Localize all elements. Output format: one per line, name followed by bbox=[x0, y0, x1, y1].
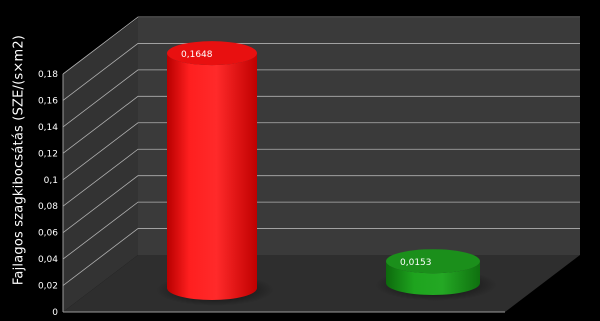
gridline bbox=[62, 122, 580, 181]
gridline bbox=[62, 148, 580, 207]
y-tick-label: 0,12 bbox=[38, 149, 58, 159]
bar-top bbox=[386, 249, 480, 274]
y-tick-label: 0,02 bbox=[38, 282, 58, 292]
y-axis-title: Fajlagos szagkibocsátás (SZE/(s×m2) bbox=[11, 34, 27, 286]
gridlines bbox=[62, 16, 580, 286]
data-label: 0,1648 bbox=[181, 50, 213, 60]
y-tick-label: 0,16 bbox=[38, 96, 58, 106]
y-tick-label: 0,14 bbox=[38, 123, 58, 133]
bar bbox=[386, 261, 480, 295]
gridline bbox=[62, 228, 580, 286]
gridline bbox=[62, 16, 580, 75]
bars: 0,1648 0,0153 bbox=[156, 41, 497, 306]
gridline bbox=[62, 175, 580, 233]
gridline bbox=[62, 69, 580, 128]
y-tick-label: 0,1 bbox=[44, 176, 58, 186]
side-wall bbox=[63, 18, 138, 312]
gridline bbox=[62, 43, 580, 101]
gridline bbox=[62, 201, 580, 260]
y-tick-label: 0,06 bbox=[38, 229, 58, 239]
bar-top bbox=[167, 41, 257, 66]
y-tick-label: 0,08 bbox=[38, 202, 58, 212]
bar bbox=[167, 53, 257, 300]
floor bbox=[63, 255, 580, 312]
y-tick-label: 0,18 bbox=[38, 70, 58, 80]
data-label: 0,0153 bbox=[400, 258, 432, 268]
y-ticks: 0 0,02 0,04 0,06 0,08 0,1 0,12 0,14 0,16 0,18 bbox=[38, 70, 58, 318]
y-tick-label: 0,04 bbox=[38, 255, 58, 265]
y-tick-label: 0 bbox=[52, 308, 58, 318]
gridline bbox=[62, 95, 580, 154]
